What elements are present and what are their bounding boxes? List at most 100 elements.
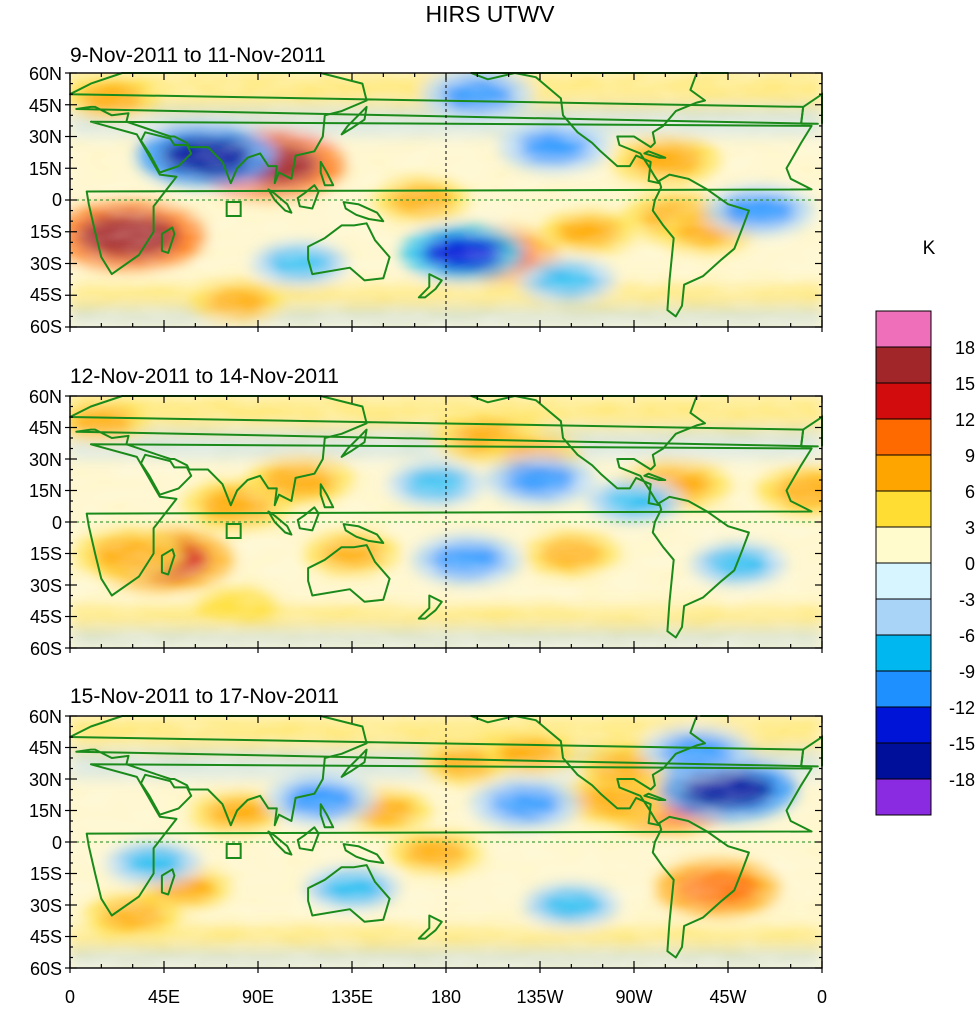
y-tick-label: 30N — [29, 450, 62, 470]
coastline-australia — [307, 222, 391, 282]
colorbar-label: -15 — [949, 734, 975, 754]
colorbar-label: 15 — [955, 374, 975, 394]
y-tick-label: 60N — [29, 387, 62, 407]
y-tick-label: 15N — [29, 481, 62, 501]
chart-title: HIRS UTWV — [425, 1, 555, 27]
x-tick-label: 90W — [615, 987, 652, 1007]
panel-1: 9-Nov-2011 to 11-Nov-2011 60N 45N 30N 15… — [29, 44, 823, 337]
y-tick-label: 60S — [30, 639, 62, 659]
panel-2-subtitle: 12-Nov-2011 to 14-Nov-2011 — [70, 365, 339, 388]
y-tick-label: 30S — [30, 896, 62, 916]
y-tick-label: 30N — [29, 127, 62, 147]
colorbar-box — [875, 706, 932, 744]
y-tick-label: 45S — [30, 607, 62, 627]
y-tick-label: 45N — [29, 738, 62, 758]
colorbar-label: -12 — [949, 698, 975, 718]
y-tick-label: 15S — [30, 544, 62, 564]
y-tick-label: 0 — [52, 513, 62, 533]
coastline-europe-asia — [69, 395, 819, 507]
colorbar-box — [875, 346, 932, 384]
y-tick-label: 45N — [29, 96, 62, 116]
coastline-new-zealand — [417, 914, 443, 940]
y-tick-label: 45S — [30, 927, 62, 947]
colorbar-labels: 18 15 12 9 6 3 0 -3 -6 -9 -12 -15 -18 — [949, 338, 975, 790]
coastline-north-america — [470, 72, 706, 185]
colorbar-label: 3 — [965, 518, 975, 538]
colorbar-box — [875, 418, 932, 456]
panel-1-ticks — [65, 72, 823, 332]
region-box — [225, 843, 242, 859]
panel-1-y-axis-labels: 60N 45N 30N 15N 0 15S 30S 45S 60S — [29, 64, 62, 337]
x-tick-label: 45E — [148, 987, 180, 1007]
colorbar-box — [875, 310, 932, 348]
x-tick-label: 90E — [242, 987, 274, 1007]
colorbar-box — [875, 778, 932, 816]
colorbar-box — [875, 634, 932, 672]
region-box — [225, 201, 242, 217]
colorbar-box — [875, 490, 932, 528]
colorbar-label: 0 — [965, 554, 975, 574]
colorbar-box — [875, 382, 932, 420]
y-tick-label: 45S — [30, 285, 62, 305]
coastline-south-america — [651, 173, 750, 318]
coastline-south-america — [651, 495, 750, 639]
colorbar-label: -9 — [959, 662, 975, 682]
coastline-borneo — [296, 506, 320, 532]
colorbar-box — [875, 454, 932, 492]
colorbar-box — [875, 562, 932, 600]
colorbar-label: 6 — [965, 482, 975, 502]
coastline-borneo — [296, 826, 320, 852]
y-tick-label: 15S — [30, 864, 62, 884]
coastline-new-guinea — [342, 843, 385, 864]
colorbar-label: -3 — [959, 590, 975, 610]
colorbar: K 18 15 12 9 6 3 0 -3 -6 -9 -12 -15 -18 — [875, 238, 975, 816]
y-tick-label: 15S — [30, 222, 62, 242]
coastline-japan — [340, 748, 368, 778]
colorbar-label: -6 — [959, 626, 975, 646]
y-tick-label: 60S — [30, 959, 62, 979]
coastline-cuba — [643, 792, 667, 801]
panel-3-subtitle: 15-Nov-2011 to 17-Nov-2011 — [70, 685, 339, 708]
coastline-new-guinea — [342, 201, 385, 223]
coastline-new-zealand — [417, 273, 443, 299]
panel-3-coastlines — [69, 715, 823, 959]
colorbar-label: 9 — [965, 446, 975, 466]
coastline-europe-asia — [69, 715, 819, 827]
panel-3: 15-Nov-2011 to 17-Nov-2011 60N 45N 30N 1… — [29, 685, 823, 979]
y-tick-label: 30S — [30, 576, 62, 596]
coastline-australia — [307, 544, 391, 603]
y-tick-label: 30S — [30, 254, 62, 274]
region-box — [225, 523, 242, 539]
coastline-africa — [85, 763, 813, 917]
coastline-madagascar — [160, 548, 176, 576]
panel-3-y-axis-labels: 60N 45N 30N 15N 0 15S 30S 45S 60S — [29, 707, 62, 979]
panel-2-ticks — [65, 395, 823, 653]
coastline-cuba — [643, 150, 667, 159]
panel-2-y-axis-labels: 60N 45N 30N 15N 0 15S 30S 45S 60S — [29, 387, 62, 659]
x-tick-label: 0 — [65, 987, 75, 1007]
panel-3-reference-lines — [70, 716, 822, 968]
y-tick-label: 30N — [29, 770, 62, 790]
coastline-africa — [85, 443, 813, 597]
panel-1-coastlines — [69, 72, 823, 318]
coastline-philippines — [319, 803, 335, 829]
colorbar-boxes — [875, 310, 932, 816]
x-tick-label: 0 — [817, 987, 827, 1007]
x-tick-label: 135E — [331, 987, 373, 1007]
x-axis-labels: 0 45E 90E 135E 180 135W 90W 45W 0 — [65, 987, 827, 1007]
coastline-philippines — [319, 160, 335, 187]
colorbar-label: 18 — [955, 338, 975, 358]
coastline-philippines — [319, 483, 335, 509]
coastline-japan — [340, 105, 368, 136]
colorbar-label: -18 — [949, 770, 975, 790]
coastline-borneo — [296, 184, 320, 210]
y-tick-label: 15N — [29, 159, 62, 179]
coastline-africa — [85, 120, 813, 276]
colorbar-box — [875, 526, 932, 564]
y-tick-label: 0 — [52, 833, 62, 853]
coastline-europe-asia — [69, 72, 819, 185]
y-tick-label: 60N — [29, 707, 62, 727]
coastline-south-america — [651, 815, 750, 959]
colorbar-units: K — [923, 238, 936, 259]
